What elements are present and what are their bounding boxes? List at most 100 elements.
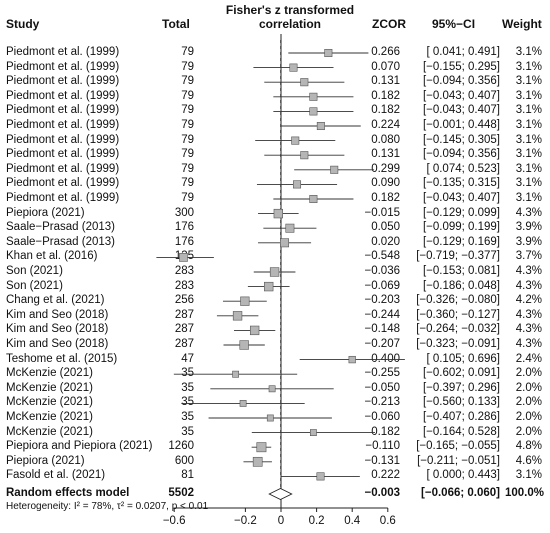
study-weight: 2.0% — [515, 367, 542, 380]
study-weight: 3.1% — [515, 133, 542, 146]
x-tick-label: 0 — [278, 515, 284, 527]
study-weight: 3.1% — [515, 60, 542, 73]
study-zcor: 0.182 — [371, 104, 400, 117]
study-label: Piedmont et al. (1999) — [6, 162, 120, 175]
study-weight: 4.3% — [515, 323, 542, 336]
study-point — [252, 456, 263, 467]
study-point — [300, 78, 309, 87]
study-ci: [−0.129; 0.099] — [422, 206, 500, 219]
header-study: Study — [6, 17, 40, 31]
summary-ci: [−0.066; 0.060] — [421, 487, 500, 499]
study-point — [309, 92, 318, 101]
study-weight: 3.1% — [515, 469, 542, 482]
study-weight: 4.6% — [515, 454, 542, 467]
x-tick-label: 0.6 — [380, 515, 396, 527]
study-ci: [−0.164; 0.528] — [422, 425, 500, 438]
study-zcor: −0.036 — [364, 265, 401, 277]
study-zcor: −0.207 — [364, 338, 401, 350]
study-ci: [−0.211; −0.051] — [417, 454, 500, 467]
study-point — [264, 281, 274, 292]
study-label: Piepiora (2021) — [6, 206, 85, 219]
study-label: Piedmont et al. (1999) — [6, 133, 120, 146]
summary-zcor: −0.003 — [364, 487, 401, 499]
study-total: 35 — [181, 396, 194, 409]
study-total: 283 — [174, 265, 194, 277]
study-zcor: −0.131 — [364, 454, 401, 467]
study-ci: [−0.145; 0.305] — [422, 133, 500, 146]
summary-total: 5502 — [168, 487, 194, 499]
study-ci: [ 0.074; 0.523] — [426, 162, 500, 175]
x-tick-label: −0.2 — [234, 515, 257, 527]
study-point — [309, 194, 318, 204]
study-total: 81 — [181, 469, 194, 482]
study-zcor: −0.015 — [364, 206, 401, 219]
study-point — [273, 208, 283, 219]
study-zcor: −0.213 — [364, 396, 401, 409]
heterogeneity-text: Heterogeneity: I² = 78%, τ² = 0.0207, p … — [6, 501, 209, 512]
study-ci: [−0.099; 0.199] — [422, 221, 500, 234]
study-label: Son (2021) — [6, 279, 63, 292]
study-ci: [−0.094; 0.356] — [422, 148, 500, 161]
study-total: 283 — [174, 279, 194, 292]
study-ci: [−0.326; −0.080] — [416, 294, 500, 307]
study-ci: [−0.001; 0.448] — [422, 119, 500, 131]
study-point — [316, 121, 325, 131]
study-ci: [ 0.000; 0.443] — [426, 469, 500, 482]
summary-diamond — [268, 487, 293, 501]
study-label: Kim and Seo (2018) — [6, 338, 109, 350]
study-ci: [−0.129; 0.169] — [422, 235, 500, 248]
study-ci: [−0.186; 0.048] — [422, 279, 500, 292]
study-point — [240, 296, 250, 306]
study-label: Saale−Prasad (2013) — [6, 221, 116, 234]
study-total: 1260 — [168, 440, 194, 453]
study-point — [239, 399, 247, 407]
study-weight: 4.3% — [515, 279, 542, 292]
study-total: 79 — [181, 162, 194, 175]
study-point — [293, 180, 302, 189]
study-zcor: −0.244 — [364, 308, 401, 321]
study-total: 79 — [181, 89, 194, 102]
study-weight: 4.8% — [515, 440, 542, 453]
study-point — [239, 340, 249, 350]
study-label: Piedmont et al. (1999) — [6, 46, 120, 58]
study-ci: [−0.043; 0.407] — [422, 104, 500, 117]
study-point — [268, 385, 276, 393]
study-weight: 4.2% — [515, 294, 542, 307]
study-point — [232, 370, 240, 378]
study-label: Fasold et al. (2021) — [6, 469, 106, 482]
study-label: Son (2021) — [6, 265, 63, 277]
study-weight: 2.0% — [515, 396, 542, 409]
study-point — [289, 63, 298, 72]
study-ci: [ 0.041; 0.491] — [426, 46, 500, 58]
study-total: 79 — [181, 119, 194, 131]
study-total: 35 — [181, 411, 194, 423]
study-zcor: 0.182 — [371, 192, 400, 204]
study-point — [291, 136, 300, 145]
study-zcor: 0.182 — [371, 425, 400, 438]
study-zcor: 0.020 — [371, 235, 400, 248]
header-plot-title-2: correlation — [258, 17, 321, 31]
study-total: 79 — [181, 177, 194, 190]
study-weight: 3.1% — [515, 162, 542, 175]
study-ci: [ 0.105; 0.696] — [426, 352, 500, 365]
study-point — [348, 355, 356, 364]
study-total: 79 — [181, 192, 194, 204]
study-weight: 3.1% — [515, 192, 542, 204]
study-total: 79 — [181, 104, 194, 117]
study-point — [330, 165, 339, 174]
study-total: 79 — [181, 133, 194, 146]
study-weight: 4.3% — [515, 338, 542, 350]
study-label: Piedmont et al. (1999) — [6, 148, 120, 161]
study-label: Piedmont et al. (1999) — [6, 60, 120, 73]
study-total: 287 — [174, 323, 194, 336]
study-zcor: 0.090 — [371, 177, 400, 190]
study-label: Piedmont et al. (1999) — [6, 177, 120, 190]
study-zcor: −0.203 — [364, 294, 401, 307]
study-ci: [−0.323; −0.091] — [416, 338, 500, 350]
study-weight: 3.1% — [515, 119, 542, 131]
study-zcor: 0.050 — [371, 221, 400, 234]
header-total: Total — [162, 17, 190, 31]
study-ci: [−0.407; 0.286] — [422, 411, 500, 423]
study-weight: 2.0% — [515, 425, 542, 438]
study-point — [269, 267, 280, 277]
